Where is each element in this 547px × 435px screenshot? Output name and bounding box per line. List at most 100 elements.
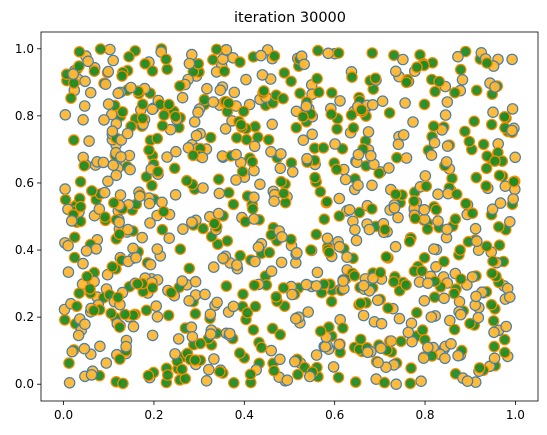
point-green xyxy=(231,132,243,144)
point-green xyxy=(136,98,149,110)
point-green xyxy=(208,217,221,230)
point-orange xyxy=(470,235,483,247)
point-orange xyxy=(383,162,395,174)
point-orange xyxy=(322,47,334,60)
point-green xyxy=(222,97,235,109)
point-orange xyxy=(306,128,318,141)
y-tick-label: 1.0 xyxy=(15,42,34,56)
point-green xyxy=(460,197,472,210)
point-orange xyxy=(393,312,406,325)
point-green xyxy=(183,262,196,275)
point-orange xyxy=(144,258,157,271)
point-orange xyxy=(291,247,303,259)
point-orange xyxy=(376,95,389,107)
point-green xyxy=(131,278,144,290)
x-axis: 0.0 0.2 0.4 0.6 0.8 1.0 xyxy=(54,401,525,422)
point-orange xyxy=(169,348,181,360)
point-orange xyxy=(62,266,75,278)
point-green xyxy=(152,165,164,178)
point-orange xyxy=(189,275,202,288)
point-orange xyxy=(220,43,233,56)
point-green xyxy=(262,134,275,146)
point-orange xyxy=(275,148,287,160)
point-orange xyxy=(268,195,280,207)
point-orange xyxy=(102,98,115,110)
point-green xyxy=(174,80,186,92)
point-orange xyxy=(418,294,431,307)
point-orange xyxy=(265,146,277,158)
point-green xyxy=(416,324,429,336)
point-green xyxy=(78,160,90,172)
point-orange xyxy=(248,191,260,203)
point-orange xyxy=(487,106,499,118)
point-orange xyxy=(204,308,217,321)
point-green xyxy=(194,337,207,350)
point-green xyxy=(84,283,96,295)
y-tick-label: 0.0 xyxy=(15,377,34,391)
point-green xyxy=(246,203,259,215)
point-green xyxy=(332,371,345,384)
point-orange xyxy=(63,376,76,389)
point-green xyxy=(246,156,259,168)
point-orange xyxy=(399,97,411,109)
point-green xyxy=(325,87,338,99)
point-orange xyxy=(120,340,132,353)
point-green xyxy=(493,239,506,251)
point-green xyxy=(294,87,306,100)
point-green xyxy=(480,240,493,253)
point-orange xyxy=(201,82,213,95)
point-green xyxy=(88,65,101,77)
point-orange xyxy=(425,311,438,323)
point-green xyxy=(433,75,445,88)
point-orange xyxy=(418,213,431,226)
point-orange xyxy=(113,216,125,229)
point-orange xyxy=(357,279,370,292)
point-green xyxy=(74,176,87,188)
point-orange xyxy=(143,197,156,210)
point-orange xyxy=(136,231,148,244)
point-orange xyxy=(188,116,201,128)
point-green xyxy=(235,119,247,131)
point-orange xyxy=(319,340,332,353)
point-green xyxy=(463,135,476,148)
point-orange xyxy=(486,203,499,215)
point-green xyxy=(489,155,501,167)
point-green xyxy=(140,304,153,317)
point-green xyxy=(420,180,433,192)
point-orange xyxy=(334,95,346,107)
point-orange xyxy=(65,215,78,227)
point-orange xyxy=(176,275,188,287)
point-orange xyxy=(66,345,78,358)
point-orange xyxy=(352,148,365,161)
point-green xyxy=(174,243,187,255)
point-green xyxy=(448,323,461,336)
x-tick-label: 0.8 xyxy=(415,408,434,422)
point-green xyxy=(498,346,511,359)
point-orange xyxy=(286,166,299,178)
point-green xyxy=(275,175,287,188)
point-orange xyxy=(333,192,346,205)
point-green xyxy=(207,53,219,66)
point-orange xyxy=(274,162,287,175)
point-green xyxy=(507,175,520,188)
point-orange xyxy=(110,169,123,182)
point-green xyxy=(330,163,343,176)
point-green xyxy=(348,270,361,282)
point-orange xyxy=(127,320,140,333)
point-green xyxy=(165,286,177,299)
point-orange xyxy=(452,349,464,362)
point-orange xyxy=(303,370,316,383)
x-tick-label: 0.2 xyxy=(144,408,163,422)
point-orange xyxy=(197,182,209,194)
point-green xyxy=(366,203,378,215)
point-orange xyxy=(106,125,119,137)
point-green xyxy=(438,255,450,268)
point-green xyxy=(389,188,402,201)
point-green xyxy=(158,109,170,121)
point-orange xyxy=(288,355,301,368)
point-green xyxy=(277,92,289,105)
point-orange xyxy=(402,326,415,339)
point-green xyxy=(325,295,338,308)
point-orange xyxy=(115,151,127,163)
point-green xyxy=(404,377,417,390)
